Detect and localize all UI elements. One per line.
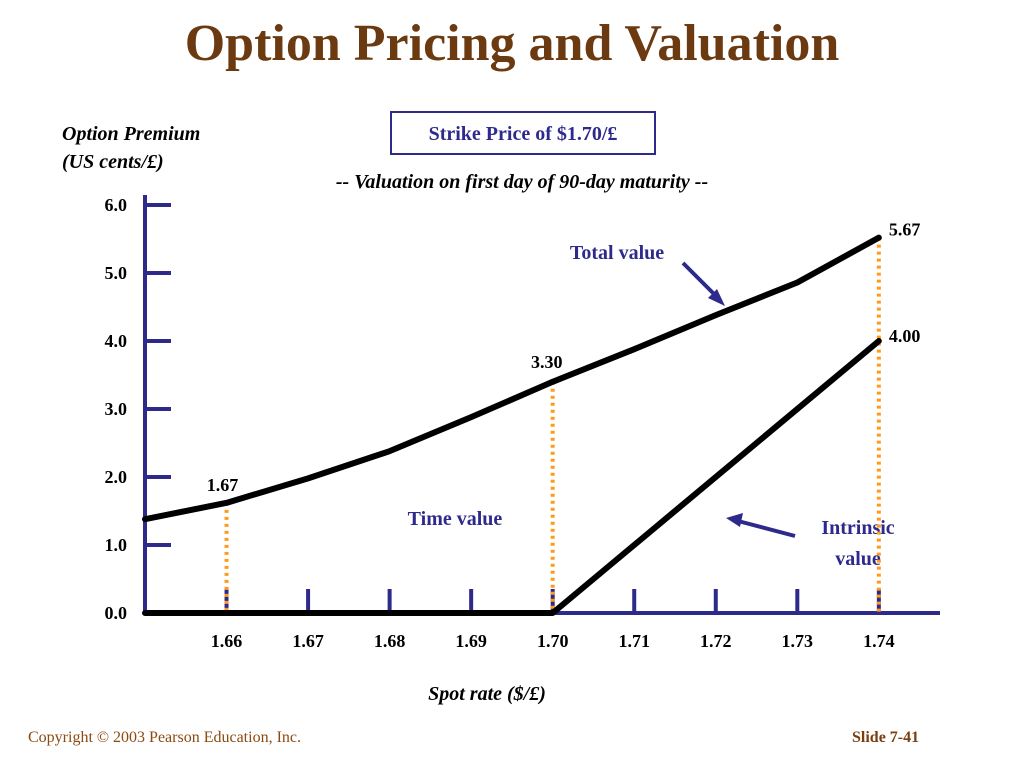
- total-value-label: Total value: [570, 242, 664, 264]
- intrinsic-value-label-line1: Intrinsic: [821, 517, 894, 539]
- y-tick-label: 2.0: [105, 467, 128, 487]
- y-axis-label-line2: (US cents/£): [62, 151, 164, 173]
- x-tick-label: 1.66: [211, 631, 243, 651]
- x-tick-label: 1.73: [782, 631, 814, 651]
- x-tick-label: 1.71: [618, 631, 650, 651]
- x-tick-label: 1.68: [374, 631, 406, 651]
- data-point-label: 4.00: [889, 326, 921, 346]
- y-tick-label: 3.0: [105, 399, 128, 419]
- y-tick-label: 1.0: [105, 535, 128, 555]
- total-value-arrow: [681, 261, 720, 300]
- y-axis-label-line1: Option Premium: [62, 123, 200, 145]
- intrinsic-value-line: [142, 338, 882, 616]
- data-point-label: 5.67: [889, 220, 921, 240]
- slide-title: Option Pricing and Valuation: [184, 15, 840, 72]
- data-point-label: 3.30: [531, 352, 563, 372]
- intrinsic-value-arrowhead: [726, 513, 743, 527]
- copyright-footer: Copyright © 2003 Pearson Education, Inc.: [28, 729, 301, 746]
- slide-number: Slide 7-41: [852, 729, 920, 746]
- y-tick-label: 0.0: [105, 603, 128, 623]
- x-tick-label: 1.74: [863, 631, 895, 651]
- chart-plot-layer: 0.0 1.0 2.0 3.0 4.0 5.0 6.0 1.66 1.67 1.68 1.69 1.7…: [105, 195, 940, 651]
- strike-price-label: Strike Price of $1.70/£: [429, 123, 618, 145]
- x-tick-label: 1.67: [292, 631, 324, 651]
- x-tick-label: 1.69: [455, 631, 487, 651]
- total-value-arrowhead: [708, 289, 725, 306]
- intrinsic-value-label-line2: value: [835, 548, 881, 570]
- chart-subtitle: -- Valuation on first day of 90-day matu…: [336, 171, 708, 193]
- x-axis-label: Spot rate ($/£): [428, 683, 546, 705]
- x-tick-label: 1.70: [537, 631, 569, 651]
- total-value-line: [142, 234, 882, 523]
- intrinsic-value-arrow: [737, 519, 796, 538]
- data-point-label: 1.67: [207, 475, 239, 495]
- time-value-label: Time value: [408, 508, 503, 530]
- y-tick-label: 6.0: [105, 195, 128, 215]
- y-tick-label: 4.0: [105, 331, 128, 351]
- strike-price-box: [390, 111, 656, 155]
- y-tick-label: 5.0: [105, 263, 128, 283]
- x-tick-label: 1.72: [700, 631, 732, 651]
